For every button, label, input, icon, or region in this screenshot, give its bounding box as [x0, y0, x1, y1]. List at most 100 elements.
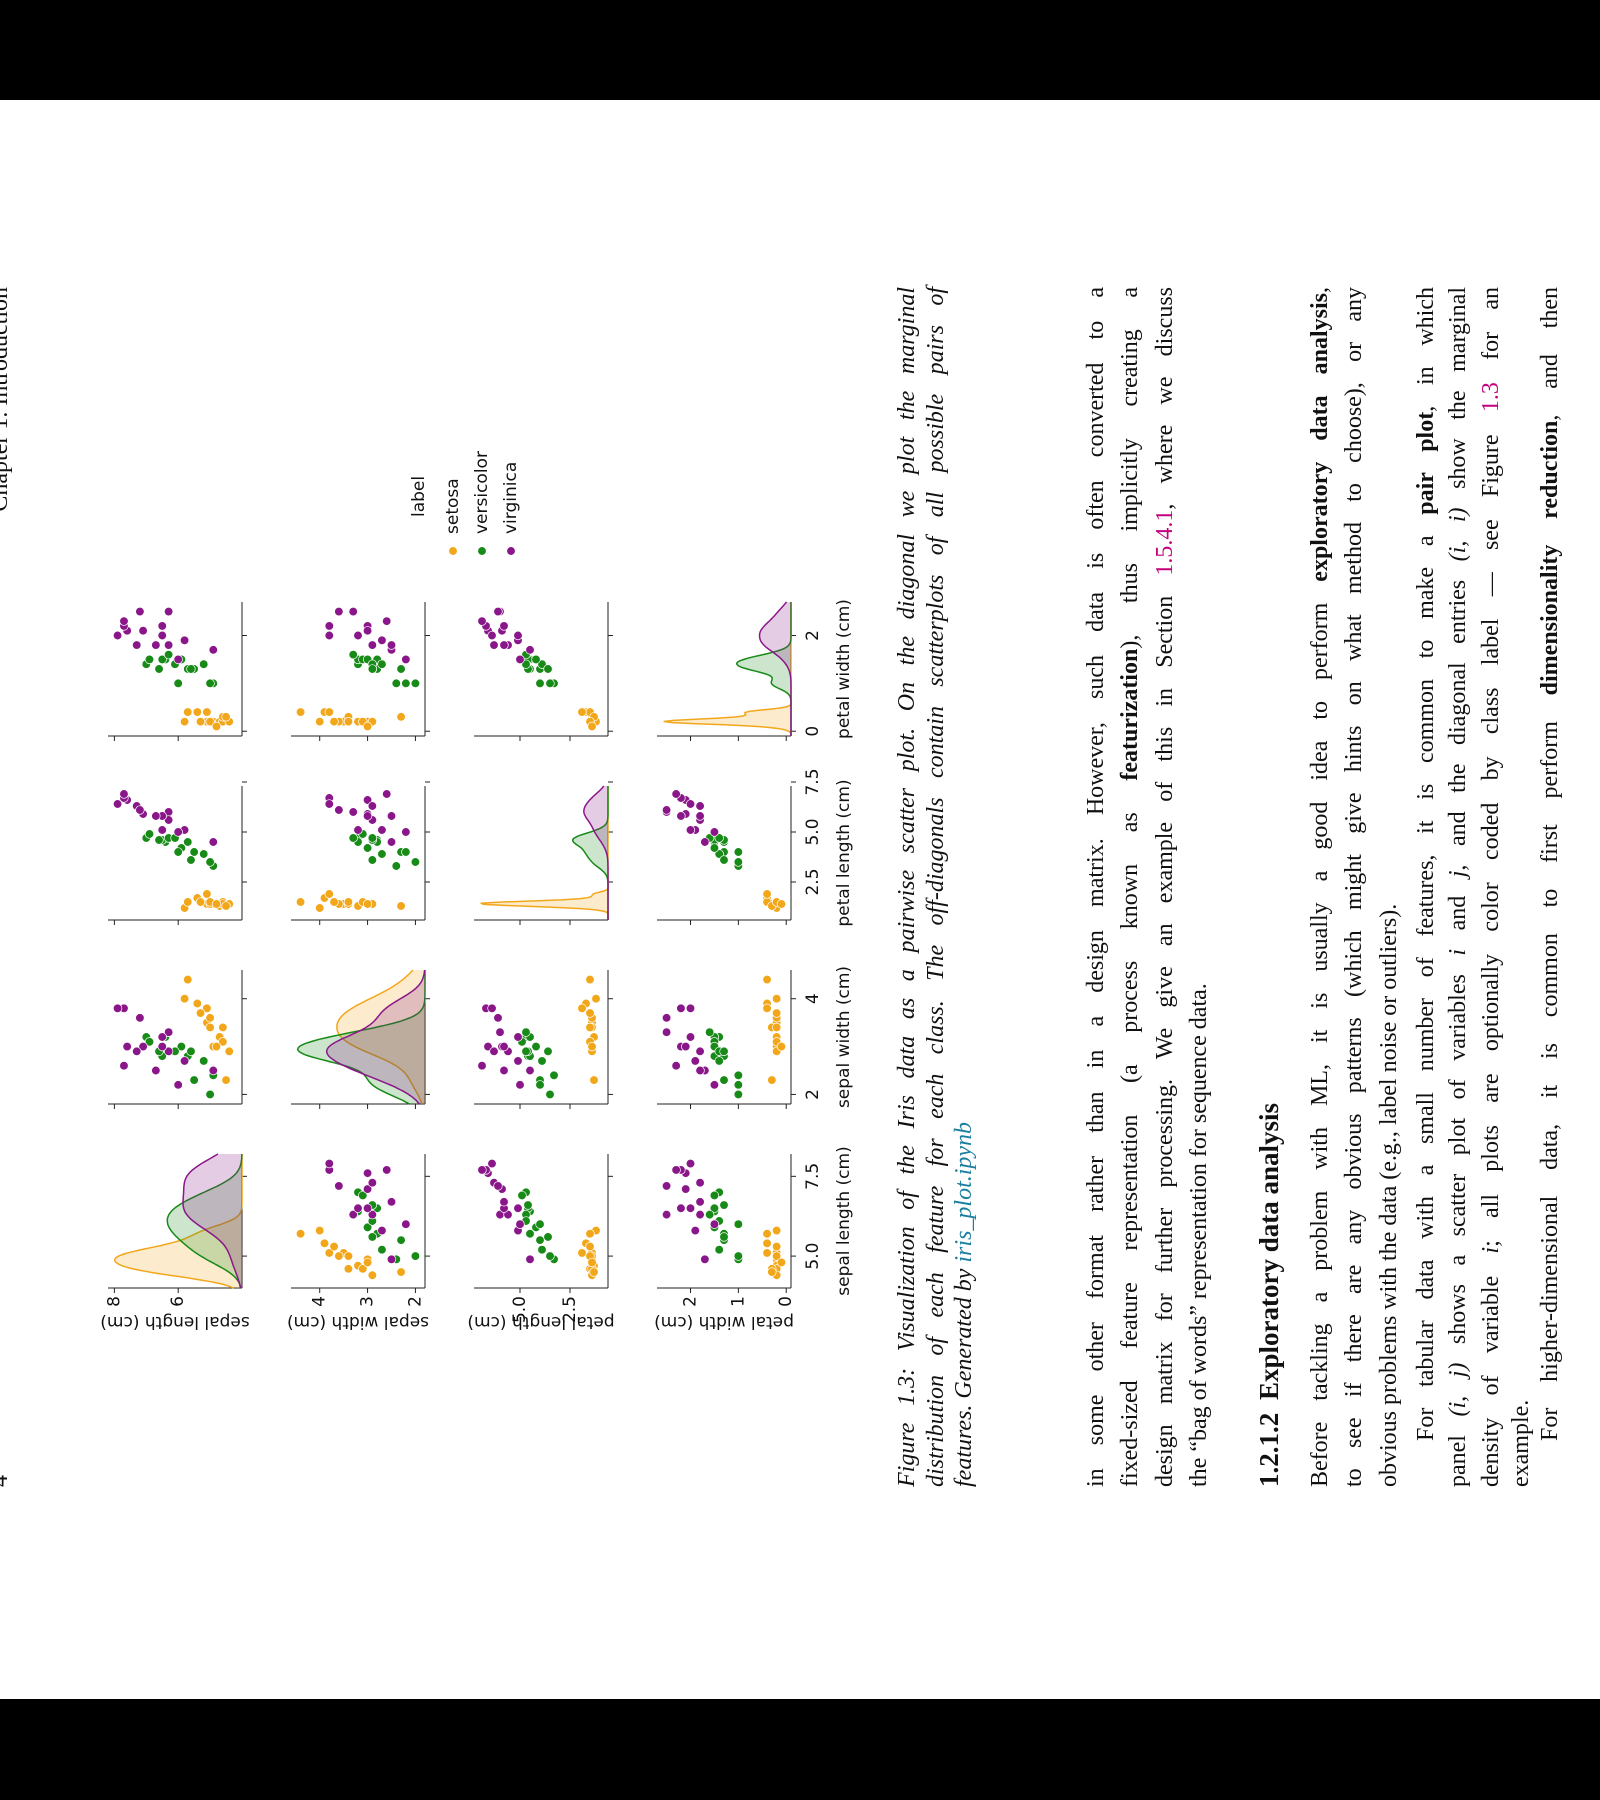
scatter-point	[499, 1041, 509, 1052]
ref-text[interactable]: 1.3	[1478, 382, 1504, 413]
scatter-point	[719, 1200, 729, 1210]
scatter-point	[487, 630, 497, 641]
scatter-point	[690, 1225, 700, 1236]
scatter-point	[157, 630, 167, 641]
scatter-point	[295, 897, 306, 907]
bold-text: pair plot	[1413, 411, 1439, 515]
scatter-point	[163, 649, 174, 660]
scatter-point	[163, 1046, 174, 1057]
scatter-point	[199, 849, 209, 859]
density-fill	[297, 970, 425, 1104]
scatter-point	[671, 1061, 681, 1071]
scatter-point	[396, 1267, 406, 1277]
section-title: Exploratory data analysis	[1254, 1102, 1284, 1400]
scatter-point	[183, 707, 193, 717]
y-tick-label: 0	[776, 1296, 796, 1307]
math-text: i	[1478, 1246, 1504, 1254]
scatter-point	[208, 645, 218, 655]
scatter-point	[733, 1070, 744, 1080]
scatter-point	[189, 1075, 199, 1085]
scatter-point	[477, 1061, 487, 1071]
scatter-point	[179, 994, 190, 1004]
text-run: For tabular data with a small number of …	[1413, 514, 1439, 1441]
scatter-point	[329, 897, 339, 907]
scatter-point	[733, 847, 744, 857]
scatter-point	[543, 664, 553, 674]
math-text: j	[1445, 870, 1471, 878]
scatter-point	[186, 855, 196, 865]
url-text[interactable]: iris_plot.ipynb	[951, 1121, 977, 1263]
scatter-point	[343, 716, 354, 727]
scatter-point	[324, 630, 334, 641]
density-fill	[736, 602, 791, 736]
scatter-point	[353, 1203, 363, 1213]
text-line: design matrix for further processing. We…	[1148, 287, 1182, 1487]
scatter-point	[119, 616, 129, 626]
text-line: For higher-dimensional data, it is commo…	[1533, 287, 1567, 1441]
y-axis-label: sepal length (cm)	[100, 1312, 249, 1332]
scatter-point	[577, 1248, 587, 1258]
scatter-point	[157, 825, 167, 835]
scatter-point	[762, 1229, 772, 1239]
scatter-point	[173, 654, 183, 665]
scatter-point	[695, 1209, 705, 1220]
scatter-point	[205, 716, 215, 727]
scatter-point	[202, 1003, 212, 1013]
scatter-point	[685, 799, 696, 809]
x-axis-label: sepal width (cm)	[834, 966, 854, 1108]
scatter-point	[517, 1190, 527, 1201]
scatter-point	[410, 1251, 421, 1261]
scatter-point	[367, 1209, 378, 1220]
scatter-point	[173, 1080, 183, 1090]
density-line	[758, 601, 792, 736]
scatter-point	[377, 635, 387, 645]
scatter-point	[709, 1080, 720, 1090]
scatter-point	[714, 1056, 724, 1066]
scatter-point	[709, 1203, 720, 1213]
y-tick-label: 2	[405, 1296, 425, 1307]
scatter-point	[324, 799, 334, 809]
text-line: in some other format rather than in a de…	[1079, 287, 1113, 1487]
scatter-point	[513, 630, 523, 641]
scatter-point	[163, 640, 174, 650]
density-fill	[326, 970, 425, 1104]
x-axis-label: petal length (cm)	[834, 779, 854, 926]
text-run: distribution of each feature for each cl…	[923, 287, 949, 1487]
scatter-point	[525, 1254, 535, 1264]
text-run: Figure 1.3: Visualization of the Iris da…	[894, 287, 920, 1487]
scatter-point	[324, 1248, 334, 1258]
scatter-point	[377, 659, 387, 669]
scatter-point	[525, 1229, 535, 1239]
scatter-point	[377, 849, 387, 859]
scatter-point	[353, 630, 363, 641]
legend-marker	[448, 546, 458, 556]
scatter-point	[495, 1027, 505, 1037]
y-axis-label: petal width (cm)	[654, 1312, 794, 1332]
scatter-point	[535, 678, 545, 689]
scatter-point	[205, 1013, 215, 1023]
ref-text[interactable]: 1.5.4.1	[1152, 509, 1178, 576]
scatter-point	[135, 805, 145, 815]
scatter-point	[401, 1219, 411, 1229]
scatter-point	[367, 640, 378, 650]
scatter-point	[401, 827, 411, 837]
y-tick-label: 5.0	[510, 1296, 530, 1323]
scatter-point	[202, 707, 212, 717]
scatter-point	[776, 1041, 787, 1052]
scatter-point	[135, 606, 145, 617]
scatter-point	[685, 1158, 696, 1169]
scatter-point	[367, 664, 378, 674]
scatter-point	[205, 1022, 215, 1033]
scatter-point	[685, 1003, 696, 1013]
scatter-point	[362, 1222, 373, 1233]
scatter-point	[112, 630, 123, 641]
scatter-point	[186, 1046, 196, 1057]
scatter-point	[348, 1209, 358, 1220]
text-run: Before tackling a problem with ML, it is…	[1307, 581, 1333, 1487]
y-tick-label: 2	[681, 1296, 701, 1307]
scatter-point	[585, 974, 595, 985]
scatter-point	[577, 1003, 587, 1013]
scatter-point	[324, 621, 334, 631]
scatter-point	[733, 1089, 744, 1100]
